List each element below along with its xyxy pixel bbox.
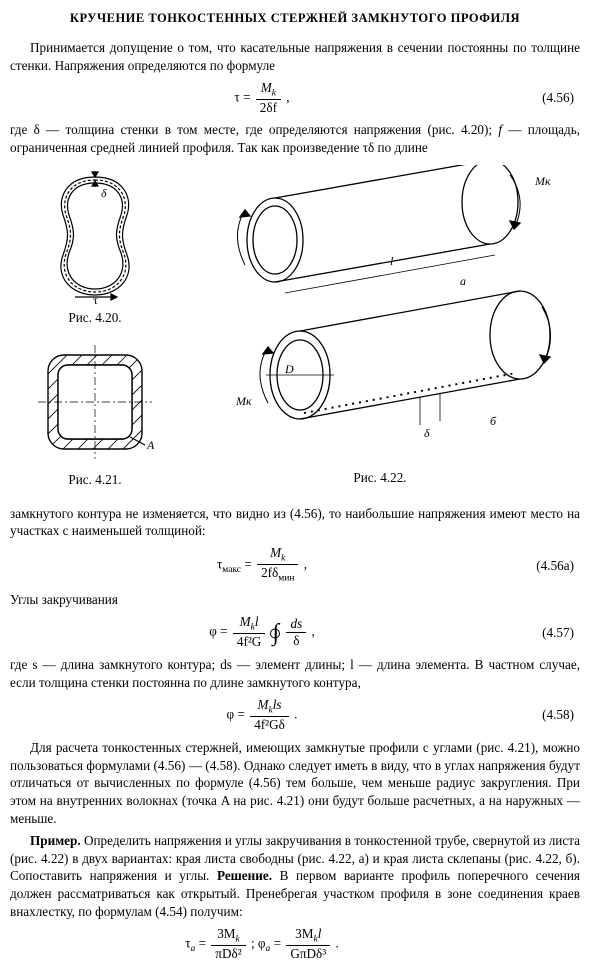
eq-lhs: τ = <box>234 89 250 104</box>
figure-block: δ τ Рис. 4.20. <box>10 165 580 499</box>
equation-4-56a: τмакс = Mk2fδмин , (4.56а) <box>10 546 580 585</box>
ns1: k <box>236 934 240 944</box>
eq-number: (4.56) <box>514 89 580 107</box>
d: 4f²Gδ <box>250 717 289 733</box>
eq-lhs-sub: макс <box>222 566 241 576</box>
label-delta2: δ <box>424 426 430 440</box>
txt: где δ — толщина стенки в том месте, где … <box>10 122 498 137</box>
ds: мин <box>278 574 294 584</box>
para-intro: Принимается допущение о том, что касател… <box>10 39 580 75</box>
para-example: Пример. Определить напряжения и углы зак… <box>10 832 580 921</box>
n1: 3M <box>217 926 235 941</box>
figure-4-22: Mк Mк l a D δ б <box>190 165 570 465</box>
nt: l <box>255 614 259 629</box>
n: M <box>258 697 269 712</box>
section-title: КРУЧЕНИЕ ТОНКОСТЕННЫХ СТЕРЖНЕЙ ЗАМКНУТОГ… <box>10 10 580 27</box>
eq-eq: = <box>241 557 255 572</box>
label-Mk-top: Mк <box>534 174 551 188</box>
d1: πDδ² <box>211 946 245 962</box>
nt: ls <box>273 697 282 712</box>
caption-4-22: Рис. 4.22. <box>180 469 580 487</box>
t2: . <box>336 935 339 950</box>
d2: GπDδ³ <box>286 946 330 962</box>
label-D: D <box>284 362 294 376</box>
para-angles: Углы закручивания <box>10 591 580 609</box>
equation-4-58: φ = Mkls4f²Gδ . (4.58) <box>10 698 580 733</box>
figure-4-20: δ τ <box>35 165 155 305</box>
para-where-s: где s — длина замкнутого контура; ds — э… <box>10 656 580 692</box>
l2: φ <box>258 935 266 950</box>
label-delta: δ <box>101 186 107 200</box>
t: , <box>304 557 307 572</box>
n: M <box>270 545 281 560</box>
n2: 3M <box>295 926 313 941</box>
t1: ; <box>251 935 258 950</box>
d: 4f²G <box>233 634 265 650</box>
para-closed-contour: замкнутого контура не изменяется, что ви… <box>10 505 580 541</box>
n: M <box>240 614 251 629</box>
nt2: l <box>318 926 322 941</box>
eq-number: (4.56а) <box>514 557 580 575</box>
caption-4-21: Рис. 4.21. <box>10 471 180 489</box>
eq-number: (4.57) <box>514 624 580 642</box>
label-A: A <box>146 438 155 452</box>
eq-den: 2δf <box>256 100 281 116</box>
para-where: где δ — толщина стенки в том месте, где … <box>10 121 580 157</box>
ns: k <box>281 554 285 564</box>
e1: = <box>195 935 209 950</box>
equation-4-57: φ = Mkl4f²G ∫ dsδ , (4.57) <box>10 615 580 650</box>
eq-num: M <box>261 80 272 95</box>
t: . <box>294 706 297 721</box>
eq-number: (4.58) <box>514 706 580 724</box>
eq-num-sub: k <box>272 88 276 98</box>
example-label: Пример. <box>30 833 81 848</box>
label-b: б <box>490 414 497 428</box>
equation-4-56: τ = Mk 2δf , (4.56) <box>10 81 580 116</box>
t: , <box>312 624 315 639</box>
label-Mk-bot: Mк <box>235 394 252 408</box>
d2: δ <box>286 633 306 649</box>
eq-tail: , <box>286 89 289 104</box>
e2: = <box>270 935 284 950</box>
caption-4-20: Рис. 4.20. <box>10 309 180 327</box>
figure-4-21: A <box>30 337 160 467</box>
label-a: a <box>460 274 466 288</box>
solution-label: Решение. <box>217 868 272 883</box>
n2: ds <box>290 616 302 631</box>
l: φ = <box>227 706 249 721</box>
para-calc: Для расчета тонкостенных стержней, имеющ… <box>10 739 580 828</box>
label-tau: τ <box>93 293 98 305</box>
equation-tau-phi-a: τa = 3MkπDδ² ; φa = 3MklGπDδ³ . <box>10 927 580 962</box>
d: 2fδ <box>261 565 278 580</box>
l: φ = <box>209 624 231 639</box>
